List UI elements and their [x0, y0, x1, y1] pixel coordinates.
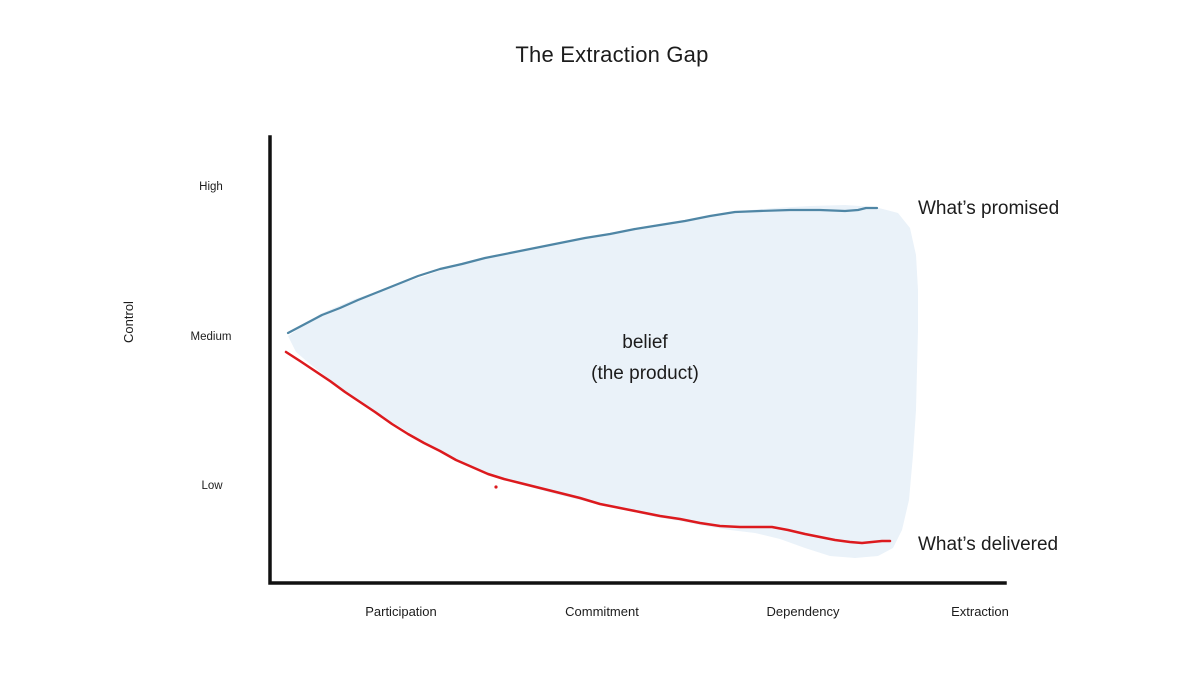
promised-label: What’s promised — [918, 198, 1059, 219]
x-tick-extraction: Extraction — [951, 604, 1009, 619]
belief-label-line1: belief — [622, 332, 668, 353]
chart-title: The Extraction Gap — [515, 42, 708, 67]
y-tick-high: High — [199, 181, 223, 193]
delivered-label: What’s delivered — [918, 534, 1058, 555]
x-tick-participation: Participation — [365, 604, 437, 619]
x-tick-commitment: Commitment — [565, 604, 639, 619]
promised-line — [286, 206, 879, 335]
x-tick-dependency: Dependency — [767, 604, 840, 619]
belief-area — [288, 205, 918, 558]
y-tick-low: Low — [201, 480, 223, 492]
y-tick-medium: Medium — [191, 331, 232, 343]
belief-label-line2: (the product) — [591, 363, 699, 384]
y-axis-title: Control — [121, 301, 136, 343]
delivered-line — [284, 350, 892, 545]
stray-red-mark — [494, 485, 498, 489]
axes-lines — [268, 135, 1007, 585]
